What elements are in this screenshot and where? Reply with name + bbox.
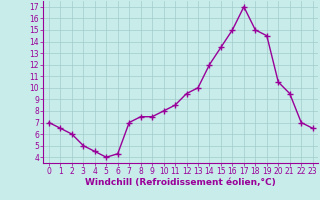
- X-axis label: Windchill (Refroidissement éolien,°C): Windchill (Refroidissement éolien,°C): [85, 178, 276, 187]
